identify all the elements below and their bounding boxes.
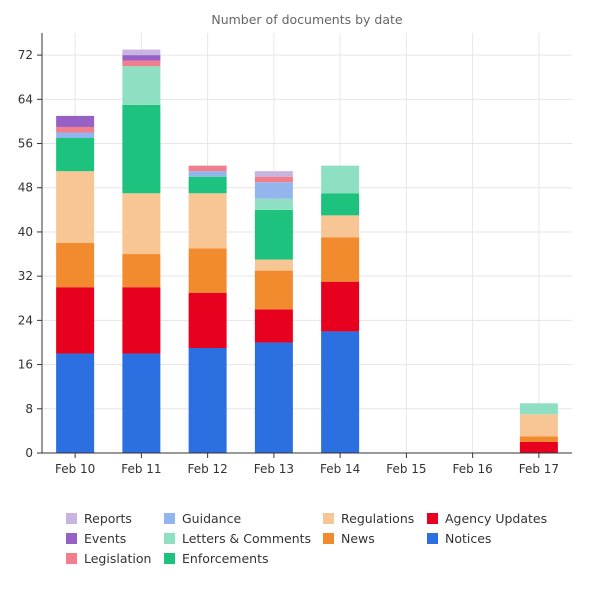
bar-segment bbox=[56, 243, 95, 288]
y-tick-label: 72 bbox=[18, 48, 33, 62]
bar-segment bbox=[188, 348, 227, 453]
legend-swatch bbox=[323, 513, 334, 524]
legend-label: Agency Updates bbox=[445, 511, 548, 526]
chart-title: Number of documents by date bbox=[211, 12, 403, 27]
bar-segment bbox=[56, 171, 95, 243]
bar-segment bbox=[321, 165, 360, 194]
y-tick-label: 48 bbox=[18, 181, 33, 195]
legend-label: Reports bbox=[84, 511, 132, 526]
bar-segment bbox=[188, 248, 227, 293]
y-tick-label: 40 bbox=[18, 225, 33, 239]
bar-segment bbox=[56, 287, 95, 354]
bar-segment bbox=[122, 287, 161, 354]
y-tick-label: 0 bbox=[25, 446, 33, 460]
bar-segment bbox=[122, 49, 161, 56]
legend-swatch bbox=[427, 533, 438, 544]
bar-segment bbox=[321, 331, 360, 453]
bar-segment bbox=[188, 171, 227, 177]
bar-segment bbox=[254, 198, 293, 210]
bar-segment bbox=[122, 353, 161, 453]
bar-segment bbox=[321, 237, 360, 282]
bar-segment bbox=[254, 182, 293, 199]
bar-segment bbox=[519, 414, 558, 437]
legend-swatch bbox=[427, 513, 438, 524]
legend-label: Legislation bbox=[84, 551, 152, 566]
legend-label: Regulations bbox=[341, 511, 415, 526]
bar-segment bbox=[254, 209, 293, 260]
bar-segment bbox=[56, 138, 95, 172]
bar-segment bbox=[122, 55, 161, 61]
bar-segment bbox=[122, 66, 161, 105]
grid-lines bbox=[42, 33, 572, 453]
legend-swatch bbox=[164, 553, 175, 564]
bar-segment bbox=[56, 126, 95, 133]
legend-swatch bbox=[66, 533, 77, 544]
bar-segment bbox=[122, 104, 161, 194]
legend-item[interactable]: Agency Updates bbox=[427, 511, 547, 526]
bar-segment bbox=[254, 309, 293, 343]
y-tick-label: 8 bbox=[25, 402, 33, 416]
legend-item[interactable]: Legislation bbox=[66, 551, 151, 566]
legend-item[interactable]: Notices bbox=[427, 531, 491, 546]
x-tick-label: Feb 16 bbox=[452, 462, 492, 476]
bar-segment bbox=[188, 165, 227, 172]
bar-segment bbox=[56, 115, 95, 127]
axes: 0 8 16 24 32 40 48 56 64 72 Feb 10 Feb 11 Feb 12 Feb … bbox=[18, 33, 572, 476]
bar-segment bbox=[321, 281, 360, 332]
legend-swatch bbox=[66, 513, 77, 524]
bar-segment bbox=[519, 436, 558, 442]
legend-label: Notices bbox=[445, 531, 492, 546]
x-tick-label: Feb 10 bbox=[55, 462, 95, 476]
legend-swatch bbox=[164, 533, 175, 544]
legend-label: Letters & Comments bbox=[182, 531, 312, 546]
legend-item[interactable]: Guidance bbox=[164, 511, 241, 526]
x-tick-label: Feb 12 bbox=[187, 462, 227, 476]
legend-swatch bbox=[323, 533, 334, 544]
y-tick-label: 32 bbox=[18, 269, 33, 283]
bar-segment bbox=[254, 171, 293, 177]
bars bbox=[56, 49, 558, 453]
y-tick-label: 56 bbox=[18, 137, 33, 151]
y-tick-label: 24 bbox=[18, 313, 33, 327]
x-tick-label: Feb 14 bbox=[320, 462, 360, 476]
legend-label: News bbox=[341, 531, 375, 546]
bar-segment bbox=[122, 193, 161, 255]
x-tick-label: Feb 17 bbox=[519, 462, 559, 476]
bar-segment bbox=[56, 132, 95, 138]
x-tick-label: Feb 11 bbox=[121, 462, 161, 476]
bar-segment bbox=[254, 270, 293, 310]
stacked-bar-chart: Number of documents by date 0 8 16 24 32 40 48… bbox=[18, 12, 572, 476]
bar-segment bbox=[321, 215, 360, 238]
x-tick-label: Feb 15 bbox=[386, 462, 426, 476]
legend-item[interactable]: Regulations bbox=[323, 511, 414, 526]
legend-item[interactable]: Letters & Comments bbox=[164, 531, 311, 546]
bar-segment bbox=[56, 353, 95, 453]
bar-segment bbox=[254, 259, 293, 271]
bar-segment bbox=[188, 292, 227, 348]
legend-swatch bbox=[66, 553, 77, 564]
legend-item[interactable]: Events bbox=[66, 531, 126, 546]
bar-segment bbox=[519, 403, 558, 415]
legend-label: Events bbox=[84, 531, 127, 546]
y-tick-label: 64 bbox=[18, 92, 33, 106]
legend-swatch bbox=[164, 513, 175, 524]
legend-label: Enforcements bbox=[182, 551, 269, 566]
y-tick-label: 16 bbox=[18, 358, 33, 372]
bar-segment bbox=[188, 193, 227, 249]
legend-label: Guidance bbox=[182, 511, 242, 526]
bar-segment bbox=[321, 193, 360, 216]
x-tick-label: Feb 13 bbox=[254, 462, 294, 476]
bar-segment bbox=[188, 176, 227, 194]
legend-item[interactable]: News bbox=[323, 531, 375, 546]
bar-segment bbox=[122, 254, 161, 288]
bar-segment bbox=[122, 60, 161, 67]
bar-segment bbox=[519, 441, 558, 453]
bar-segment bbox=[254, 342, 293, 453]
legend-item[interactable]: Reports bbox=[66, 511, 132, 526]
bar-segment bbox=[254, 176, 293, 183]
legend-item[interactable]: Enforcements bbox=[164, 551, 269, 566]
